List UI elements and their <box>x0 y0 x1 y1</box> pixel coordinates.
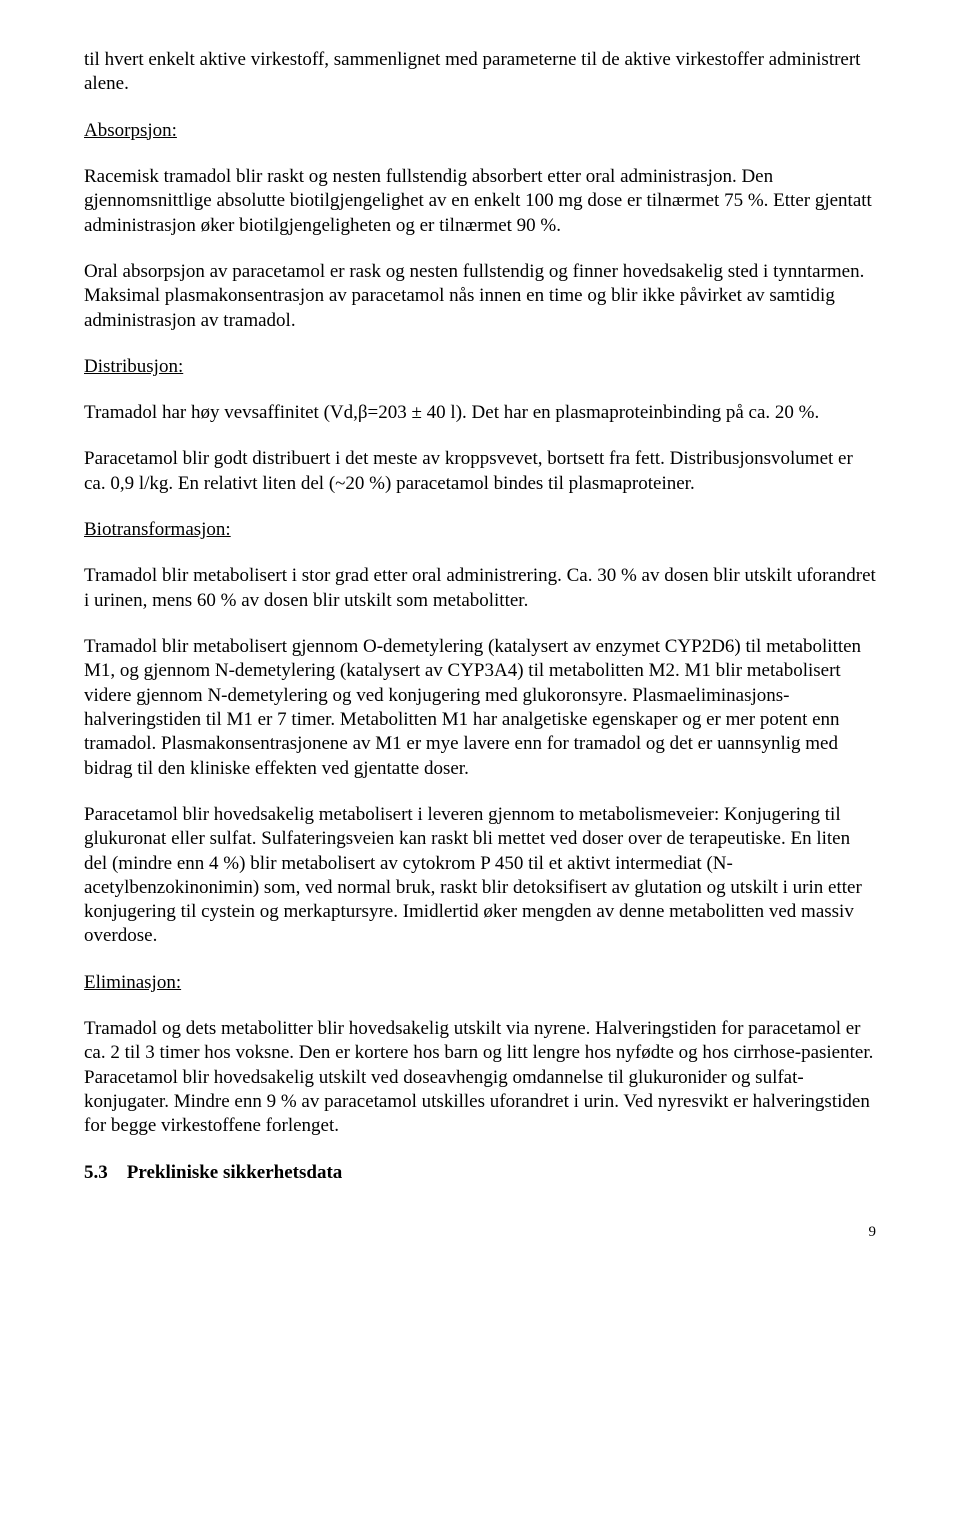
distribution-para-1: Tramadol har høy vevsaffinitet (Vd,β=203… <box>84 401 876 425</box>
elimination-heading: Eliminasjon: <box>84 971 876 995</box>
page-number: 9 <box>84 1223 876 1242</box>
section-title: Prekliniske sikkerhetsdata <box>127 1162 343 1183</box>
section-5-3-heading: 5.3 Prekliniske sikkerhetsdata <box>84 1161 876 1185</box>
absorption-heading-text: Absorpsjon: <box>84 120 177 141</box>
intro-paragraph: til hvert enkelt aktive virkestoff, samm… <box>84 48 876 97</box>
absorption-heading: Absorpsjon: <box>84 119 876 143</box>
section-number: 5.3 <box>84 1162 108 1183</box>
distribution-heading-text: Distribusjon: <box>84 356 183 377</box>
absorption-para-1: Racemisk tramadol blir raskt og nesten f… <box>84 165 876 238</box>
biotransformation-para-3: Paracetamol blir hovedsakelig metabolise… <box>84 803 876 949</box>
biotransformation-heading: Biotransformasjon: <box>84 518 876 542</box>
absorption-para-2: Oral absorpsjon av paracetamol er rask o… <box>84 260 876 333</box>
elimination-para: Tramadol og dets metabolitter blir hoved… <box>84 1017 876 1139</box>
elimination-heading-text: Eliminasjon: <box>84 972 181 993</box>
distribution-heading: Distribusjon: <box>84 355 876 379</box>
biotransformation-heading-text: Biotransformasjon: <box>84 519 231 540</box>
biotransformation-para-1: Tramadol blir metabolisert i stor grad e… <box>84 564 876 613</box>
distribution-para-2: Paracetamol blir godt distribuert i det … <box>84 447 876 496</box>
biotransformation-para-2: Tramadol blir metabolisert gjennom O-dem… <box>84 635 876 781</box>
